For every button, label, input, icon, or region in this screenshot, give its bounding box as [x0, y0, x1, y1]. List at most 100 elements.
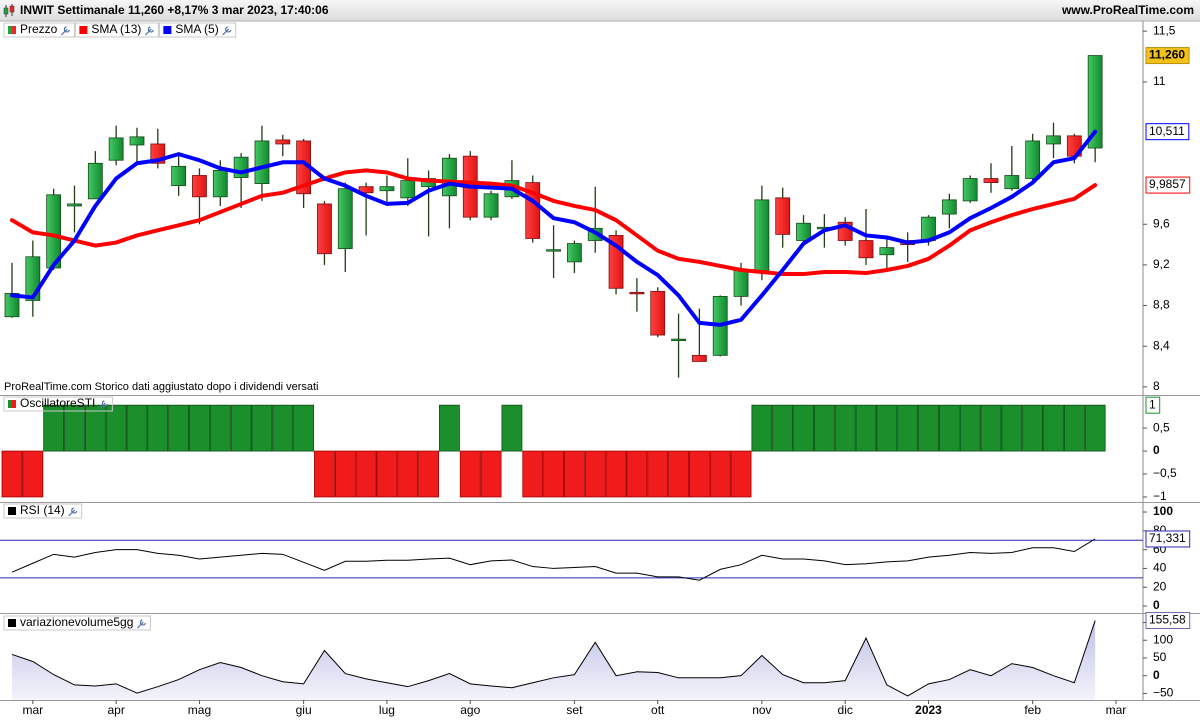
candle-body: [400, 180, 416, 199]
oscillator-bar: [522, 450, 544, 498]
y-tick-label: 9,2: [1153, 257, 1170, 271]
y-tick-label: 8,4: [1153, 338, 1170, 352]
legend-label: Prezzo: [20, 22, 58, 36]
candle-body: [129, 136, 145, 146]
header-icon: [3, 4, 15, 17]
candle-body: [483, 193, 499, 218]
footnote: ProRealTime.com Storico dati aggiustato …: [4, 381, 318, 393]
legend-label: SMA (5): [175, 22, 218, 36]
candle-body: [67, 203, 82, 207]
candle-body: [983, 178, 999, 183]
candle-body: [650, 290, 666, 336]
oscillator-bar: [543, 450, 564, 498]
legend-swatch: [79, 26, 88, 34]
oscillator-bar: [1043, 404, 1064, 452]
y-tick-label: 0: [1153, 668, 1160, 682]
value-box-label: 1: [1149, 397, 1156, 411]
oscillator-bar: [647, 450, 669, 498]
x-tick-label: nov: [752, 703, 771, 717]
y-tick-label: 0,5: [1153, 420, 1170, 434]
oscillator-bar: [584, 450, 606, 498]
y-tick-label: 8,8: [1153, 298, 1170, 312]
x-tick-label: feb: [1024, 703, 1041, 717]
settings-icon: [60, 26, 70, 36]
candle-body: [691, 354, 707, 362]
candle-body: [192, 175, 207, 198]
candle-body: [941, 199, 957, 215]
legend-frame: [3, 22, 75, 38]
legend-item: RSI (14): [3, 503, 83, 519]
oscillator-bar: [668, 450, 689, 498]
candle-body: [671, 338, 686, 342]
legend-item: variazionevolume5gg: [3, 615, 151, 631]
candle-body: [379, 186, 395, 192]
oscillator-bar: [251, 404, 273, 452]
y-tick-label: 11: [1153, 74, 1166, 88]
candle-body: [733, 269, 749, 297]
x-tick-label: mag: [188, 703, 211, 717]
oscillator-bar: [688, 450, 710, 498]
oscillator-bar: [938, 404, 960, 452]
x-tick-label: lug: [379, 703, 395, 717]
value-box-label: 11,260: [1149, 48, 1185, 62]
oscillator-bar: [355, 450, 377, 498]
candle-body: [858, 240, 874, 259]
oscillator-bar: [314, 450, 335, 498]
oscillator-bar: [918, 404, 939, 452]
candle-body: [337, 188, 353, 250]
y-tick-label: 40: [1153, 561, 1167, 575]
oscillator-bar: [439, 404, 460, 452]
oscillator-bar: [376, 450, 398, 498]
oscillator-bar: [397, 450, 419, 498]
value-box-label: 155,58: [1149, 613, 1186, 627]
y-tick-label: −0,5: [1153, 466, 1177, 480]
candle-body: [254, 140, 270, 185]
y-tick-label: −50: [1153, 686, 1174, 700]
x-tick-label: ott: [651, 703, 665, 717]
oscillator-bar: [459, 450, 481, 498]
sma-line: [10, 129, 1098, 327]
oscillator-bar: [105, 404, 127, 452]
value-box-frame: [1145, 176, 1191, 194]
oscillator-bar: [772, 404, 794, 452]
y-tick-label: 20: [1153, 579, 1167, 593]
oscillator-bar: [64, 404, 85, 452]
oscillator-bar: [751, 404, 773, 452]
candle-body: [233, 156, 249, 178]
oscillator-bar: [230, 404, 252, 452]
legend-item: OscillatoreSTI: [3, 396, 113, 412]
oscillator-bar: [813, 404, 835, 452]
x-tick-label: apr: [107, 703, 124, 717]
candle-body: [879, 247, 895, 256]
oscillator-bar: [22, 450, 44, 498]
oscillator-bar: [897, 404, 919, 452]
header-source[interactable]: www.ProRealTime.com: [1061, 3, 1194, 17]
legend-swatch: [8, 26, 12, 34]
candle-body: [1046, 135, 1061, 145]
y-tick-label: 0: [1153, 598, 1160, 612]
settings-icon: [98, 400, 108, 410]
x-tick-label: set: [566, 703, 583, 717]
candle-body: [567, 243, 582, 263]
x-tick-label: mar: [1106, 703, 1127, 717]
legend-item: Prezzo: [3, 22, 75, 38]
candle-body: [4, 292, 20, 318]
legend-swatch: [12, 26, 16, 34]
volume-area: [12, 620, 1096, 700]
oscillator-bar: [626, 450, 648, 498]
legend-swatch: [8, 507, 16, 515]
candle-body: [1025, 140, 1041, 179]
legend-frame: [3, 503, 83, 519]
oscillator-bar: [334, 450, 356, 498]
y-tick-label: 50: [1153, 650, 1167, 664]
oscillator-bar: [605, 450, 627, 498]
value-box: 11,260: [1145, 47, 1190, 65]
legend-frame: [3, 615, 151, 631]
value-box-frame: [1145, 123, 1190, 141]
candle-body: [629, 291, 645, 295]
oscillator-bar: [293, 404, 315, 452]
candle-body: [1087, 55, 1103, 149]
oscillator-bar: [959, 404, 981, 452]
